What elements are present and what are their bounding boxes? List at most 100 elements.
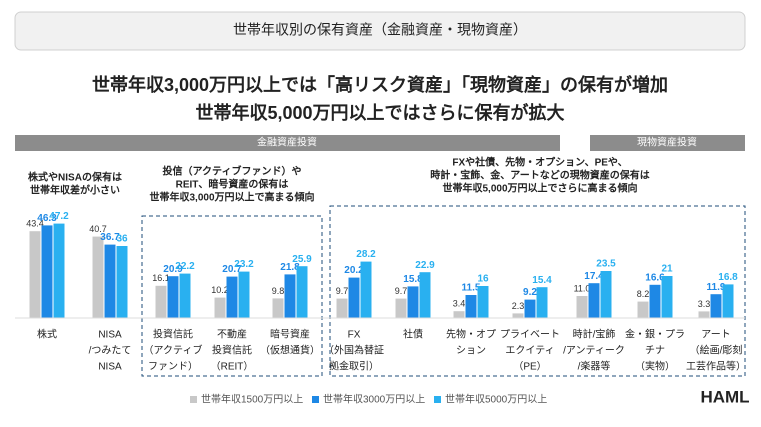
- value-label: 28.2: [356, 249, 376, 260]
- value-label: 36.7: [100, 232, 120, 243]
- bar: [226, 276, 238, 318]
- value-label: 46.3: [37, 213, 57, 224]
- bar: [576, 296, 588, 318]
- value-label: 21: [661, 264, 673, 275]
- bar: [29, 231, 41, 318]
- headline: 世帯年収3,000万円以上では「高リスク資産」「現物資産」の保有が増加: [92, 74, 668, 95]
- headline: 世帯年収5,000万円以上ではさらに保有が拡大: [195, 102, 564, 123]
- bar: [453, 311, 465, 318]
- bar: [167, 276, 179, 318]
- x-tick-label: /つみたて: [89, 345, 132, 357]
- legend-label: 世帯年収3000万円以上: [323, 393, 425, 406]
- x-tick-label: 投資信託: [212, 344, 252, 357]
- x-tick-label: （REIT）: [211, 361, 254, 373]
- annotation: 時計・宝飾、金、アートなどの現物資産の保有は: [430, 169, 649, 182]
- x-tick-label: 不動産: [217, 328, 247, 341]
- x-tick-label: （PE）: [513, 361, 546, 373]
- annotation: 株式やNISAの保有は: [28, 171, 122, 184]
- x-tick-label: NISA: [98, 362, 122, 373]
- bar: [524, 299, 536, 318]
- value-label: 36: [116, 234, 128, 245]
- value-label: 10.2: [211, 285, 229, 295]
- x-tick-label: ション: [456, 346, 486, 357]
- x-tick-label: 先物・オプ: [446, 328, 496, 341]
- value-label: 9.7: [395, 286, 408, 296]
- bar: [722, 284, 734, 318]
- bar: [536, 287, 548, 318]
- x-tick-label: チナ: [645, 345, 665, 357]
- bar: [92, 236, 104, 318]
- highlight-box: [141, 215, 323, 377]
- x-tick-label: 工芸作品等）: [686, 360, 746, 373]
- x-tick-label: 暗号資産: [270, 328, 310, 341]
- x-tick-label: /アンティーク: [563, 345, 625, 357]
- value-label: 11.5: [462, 283, 481, 294]
- value-label: 23.2: [234, 259, 254, 270]
- bar: [272, 298, 284, 318]
- bar: [419, 272, 431, 318]
- x-tick-label: （外国為替証: [324, 344, 384, 357]
- x-tick-label: 株式: [37, 328, 57, 341]
- legend-label: 世帯年収1500万円以上: [201, 393, 303, 406]
- annotation: 世帯年収5,000万円以上でさらに高まる傾向: [442, 182, 637, 195]
- section-bar: [590, 135, 745, 151]
- bar: [155, 285, 167, 318]
- value-label: 21.8: [280, 262, 300, 273]
- x-tick-label: 時計/宝飾: [573, 328, 616, 341]
- value-label: 11.0: [574, 283, 591, 293]
- bar: [238, 271, 250, 318]
- bar: [600, 271, 612, 318]
- bar: [710, 294, 722, 318]
- value-label: 22.2: [175, 261, 195, 272]
- bar: [360, 261, 372, 318]
- value-label: 16.1: [152, 273, 170, 283]
- x-tick-label: ファンド）: [148, 361, 198, 373]
- value-label: 2.3: [512, 301, 525, 311]
- value-label: 16.8: [718, 272, 738, 283]
- value-label: 9.7: [336, 286, 349, 296]
- section-bar: [15, 135, 560, 151]
- annotation: FXや社債、先物・オプション、PEや、: [452, 156, 627, 169]
- legend-label: 世帯年収5000万円以上: [445, 393, 547, 406]
- value-label: 3.4: [453, 299, 466, 309]
- annotation: REIT、暗号資産の保有は: [176, 178, 289, 191]
- bar: [214, 297, 226, 318]
- value-label: 9.8: [272, 286, 285, 296]
- bar: [336, 298, 348, 318]
- x-tick-label: FX: [348, 330, 361, 341]
- bar: [296, 266, 308, 318]
- bar: [53, 223, 65, 318]
- value-label: 16: [477, 274, 489, 285]
- value-label: 22.9: [415, 260, 435, 271]
- bar: [41, 225, 53, 318]
- x-tick-label: アート: [701, 330, 730, 341]
- section-label: 現物資産投資: [637, 136, 697, 149]
- x-tick-label: （アクティブ: [144, 344, 203, 357]
- header-box: [14, 11, 746, 51]
- logo: HAML: [700, 387, 749, 406]
- bar: [116, 246, 128, 318]
- x-tick-label: 投資信託: [153, 328, 193, 341]
- x-tick-label: （仮想通貨）: [260, 344, 320, 357]
- x-tick-label: エクイティ: [505, 345, 554, 357]
- x-tick-label: NISA: [98, 330, 122, 341]
- value-label: 15.4: [532, 275, 552, 286]
- x-tick-label: （絵画/彫刻: [690, 344, 743, 357]
- value-label: 23.5: [596, 259, 616, 270]
- section-label: 金融資産投資: [257, 136, 317, 149]
- value-label: 40.7: [89, 224, 107, 234]
- bar: [407, 286, 419, 318]
- legend-swatch: [190, 396, 197, 403]
- value-label: 11.9: [707, 282, 726, 293]
- x-tick-label: /楽器等: [578, 360, 611, 373]
- x-tick-label: （実物）: [635, 360, 675, 373]
- value-label: 25.9: [292, 254, 312, 265]
- bar: [104, 244, 116, 318]
- bar: [661, 276, 673, 318]
- value-label: 17.4: [584, 271, 604, 282]
- value-label: 8.2: [637, 289, 650, 299]
- x-tick-label: 拠金取引）: [329, 360, 379, 373]
- bar: [512, 313, 524, 318]
- bar: [637, 301, 649, 318]
